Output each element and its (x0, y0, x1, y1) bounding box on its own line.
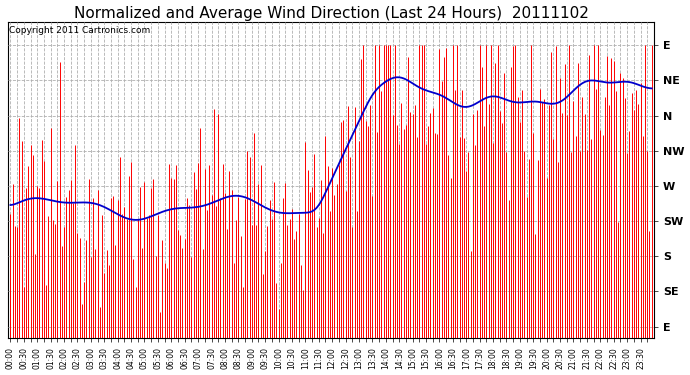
Title: Normalized and Average Wind Direction (Last 24 Hours)  20111102: Normalized and Average Wind Direction (L… (74, 6, 589, 21)
Text: Copyright 2011 Cartronics.com: Copyright 2011 Cartronics.com (10, 27, 150, 36)
